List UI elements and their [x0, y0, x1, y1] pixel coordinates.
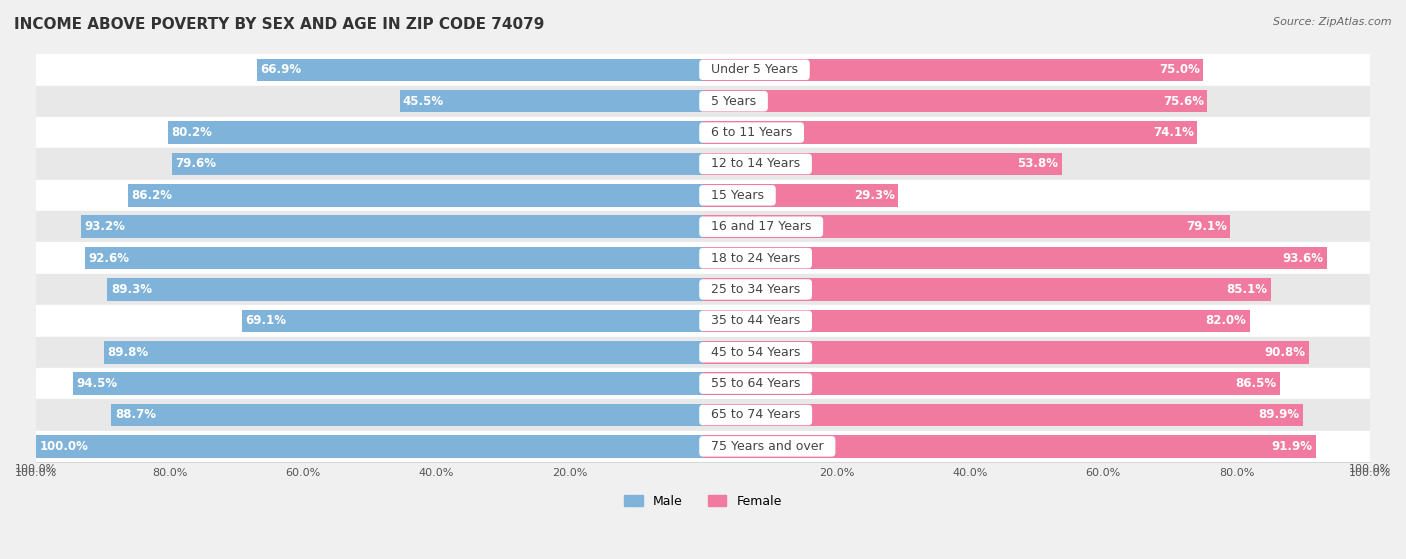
Text: 89.8%: 89.8% — [107, 345, 149, 359]
Bar — [73, 372, 703, 395]
Text: 45 to 54 Years: 45 to 54 Years — [703, 345, 808, 359]
Bar — [703, 310, 1250, 332]
Text: 86.2%: 86.2% — [132, 189, 173, 202]
Bar — [703, 184, 898, 207]
Text: 45.5%: 45.5% — [404, 94, 444, 108]
Bar — [37, 179, 1369, 211]
Text: 66.9%: 66.9% — [260, 63, 301, 77]
Bar — [242, 310, 703, 332]
Bar — [37, 337, 1369, 368]
Text: 35 to 44 Years: 35 to 44 Years — [703, 314, 808, 328]
Bar — [172, 153, 703, 176]
Text: 79.6%: 79.6% — [176, 158, 217, 170]
Text: 18 to 24 Years: 18 to 24 Years — [703, 252, 808, 264]
Bar — [37, 274, 1369, 305]
Bar — [169, 121, 703, 144]
Text: 75 Years and over: 75 Years and over — [703, 440, 831, 453]
Text: 29.3%: 29.3% — [855, 189, 896, 202]
Text: 91.9%: 91.9% — [1271, 440, 1313, 453]
Bar — [399, 90, 703, 112]
Bar — [104, 341, 703, 363]
Bar — [37, 211, 1369, 243]
Bar — [111, 404, 703, 427]
Bar — [703, 372, 1279, 395]
Bar — [37, 399, 1369, 430]
Bar — [37, 435, 703, 458]
Bar — [37, 305, 1369, 337]
Text: 94.5%: 94.5% — [76, 377, 117, 390]
Text: Under 5 Years: Under 5 Years — [703, 63, 806, 77]
Bar — [37, 430, 1369, 462]
Bar — [703, 278, 1271, 301]
Bar — [107, 278, 703, 301]
Bar — [37, 117, 1369, 148]
Bar — [37, 243, 1369, 274]
Text: 100.0%: 100.0% — [39, 440, 89, 453]
Text: 85.1%: 85.1% — [1226, 283, 1267, 296]
Text: 65 to 74 Years: 65 to 74 Years — [703, 409, 808, 421]
Bar — [703, 90, 1208, 112]
Text: 74.1%: 74.1% — [1153, 126, 1194, 139]
Text: 25 to 34 Years: 25 to 34 Years — [703, 283, 808, 296]
Bar — [128, 184, 703, 207]
Text: 15 Years: 15 Years — [703, 189, 772, 202]
Bar — [86, 247, 703, 269]
Bar — [703, 121, 1197, 144]
Bar — [257, 59, 703, 81]
Text: 86.5%: 86.5% — [1236, 377, 1277, 390]
Bar — [703, 153, 1062, 176]
Text: 100.0%: 100.0% — [15, 464, 58, 474]
Bar — [703, 435, 1316, 458]
Text: 5 Years: 5 Years — [703, 94, 763, 108]
Text: 79.1%: 79.1% — [1187, 220, 1227, 233]
Bar — [82, 215, 703, 238]
Text: 75.0%: 75.0% — [1159, 63, 1199, 77]
Text: 16 and 17 Years: 16 and 17 Years — [703, 220, 820, 233]
Text: 89.9%: 89.9% — [1258, 409, 1299, 421]
Text: INCOME ABOVE POVERTY BY SEX AND AGE IN ZIP CODE 74079: INCOME ABOVE POVERTY BY SEX AND AGE IN Z… — [14, 17, 544, 32]
Text: 12 to 14 Years: 12 to 14 Years — [703, 158, 808, 170]
Text: 82.0%: 82.0% — [1205, 314, 1247, 328]
Text: 100.0%: 100.0% — [1348, 464, 1391, 474]
Bar — [703, 247, 1327, 269]
Bar — [703, 215, 1230, 238]
Text: 93.2%: 93.2% — [84, 220, 125, 233]
Text: 88.7%: 88.7% — [115, 409, 156, 421]
Bar — [703, 341, 1309, 363]
Bar — [37, 148, 1369, 179]
Text: Source: ZipAtlas.com: Source: ZipAtlas.com — [1274, 17, 1392, 27]
Text: 6 to 11 Years: 6 to 11 Years — [703, 126, 800, 139]
Text: 92.6%: 92.6% — [89, 252, 129, 264]
Bar — [703, 59, 1204, 81]
Legend: Male, Female: Male, Female — [619, 490, 787, 513]
Bar — [37, 86, 1369, 117]
Text: 53.8%: 53.8% — [1018, 158, 1059, 170]
Text: 90.8%: 90.8% — [1264, 345, 1305, 359]
Text: 93.6%: 93.6% — [1282, 252, 1324, 264]
Bar — [703, 404, 1302, 427]
Text: 89.3%: 89.3% — [111, 283, 152, 296]
Text: 55 to 64 Years: 55 to 64 Years — [703, 377, 808, 390]
Text: 69.1%: 69.1% — [246, 314, 287, 328]
Text: 80.2%: 80.2% — [172, 126, 212, 139]
Bar — [37, 54, 1369, 86]
Text: 75.6%: 75.6% — [1163, 94, 1204, 108]
Bar — [37, 368, 1369, 399]
